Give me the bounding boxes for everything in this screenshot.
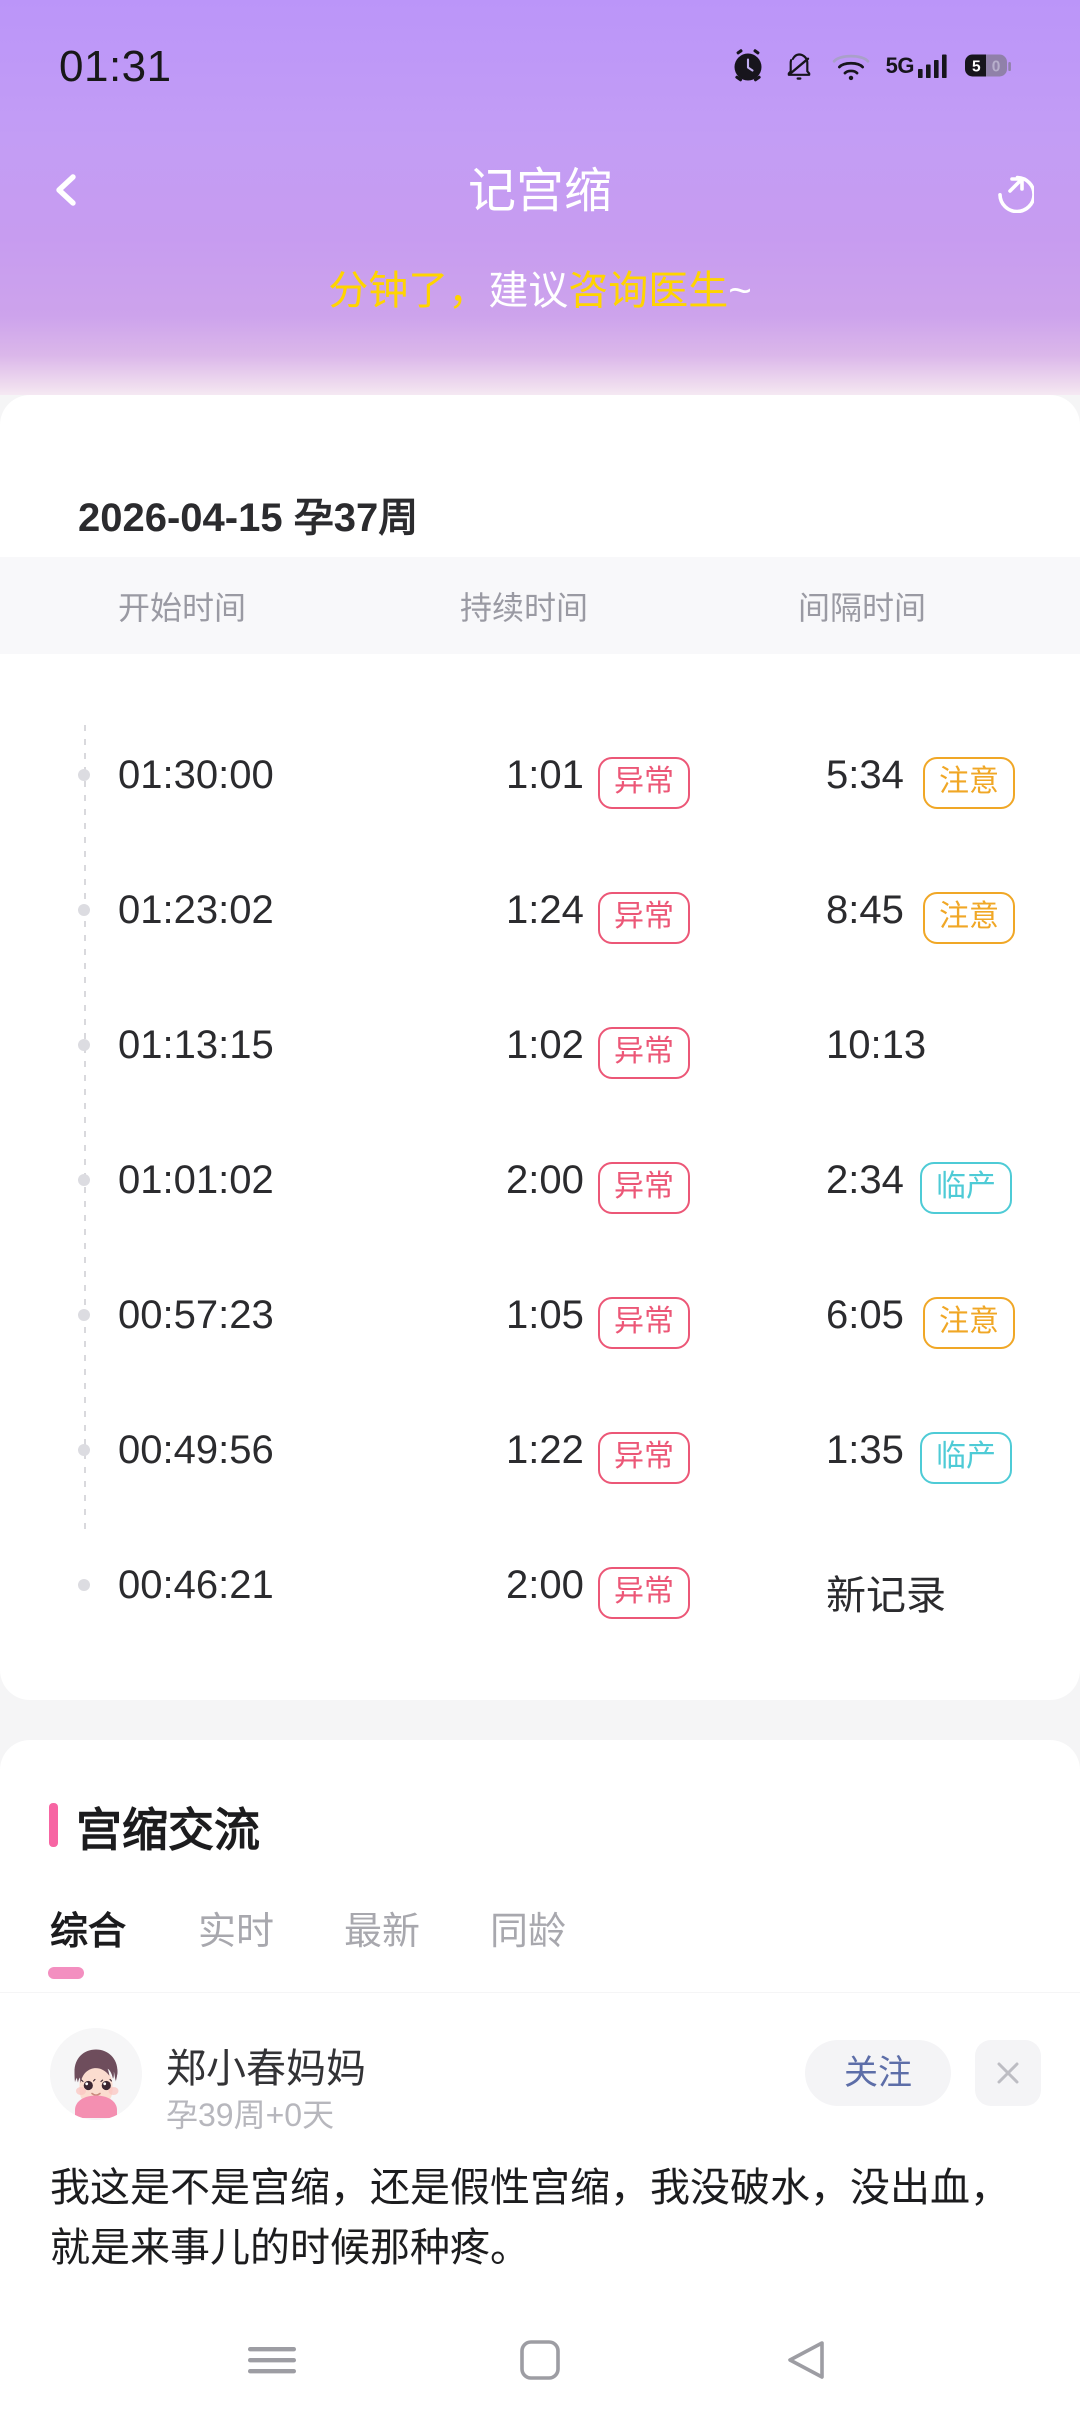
svg-text:0: 0 [992,58,1001,75]
svg-text:5: 5 [972,58,981,75]
